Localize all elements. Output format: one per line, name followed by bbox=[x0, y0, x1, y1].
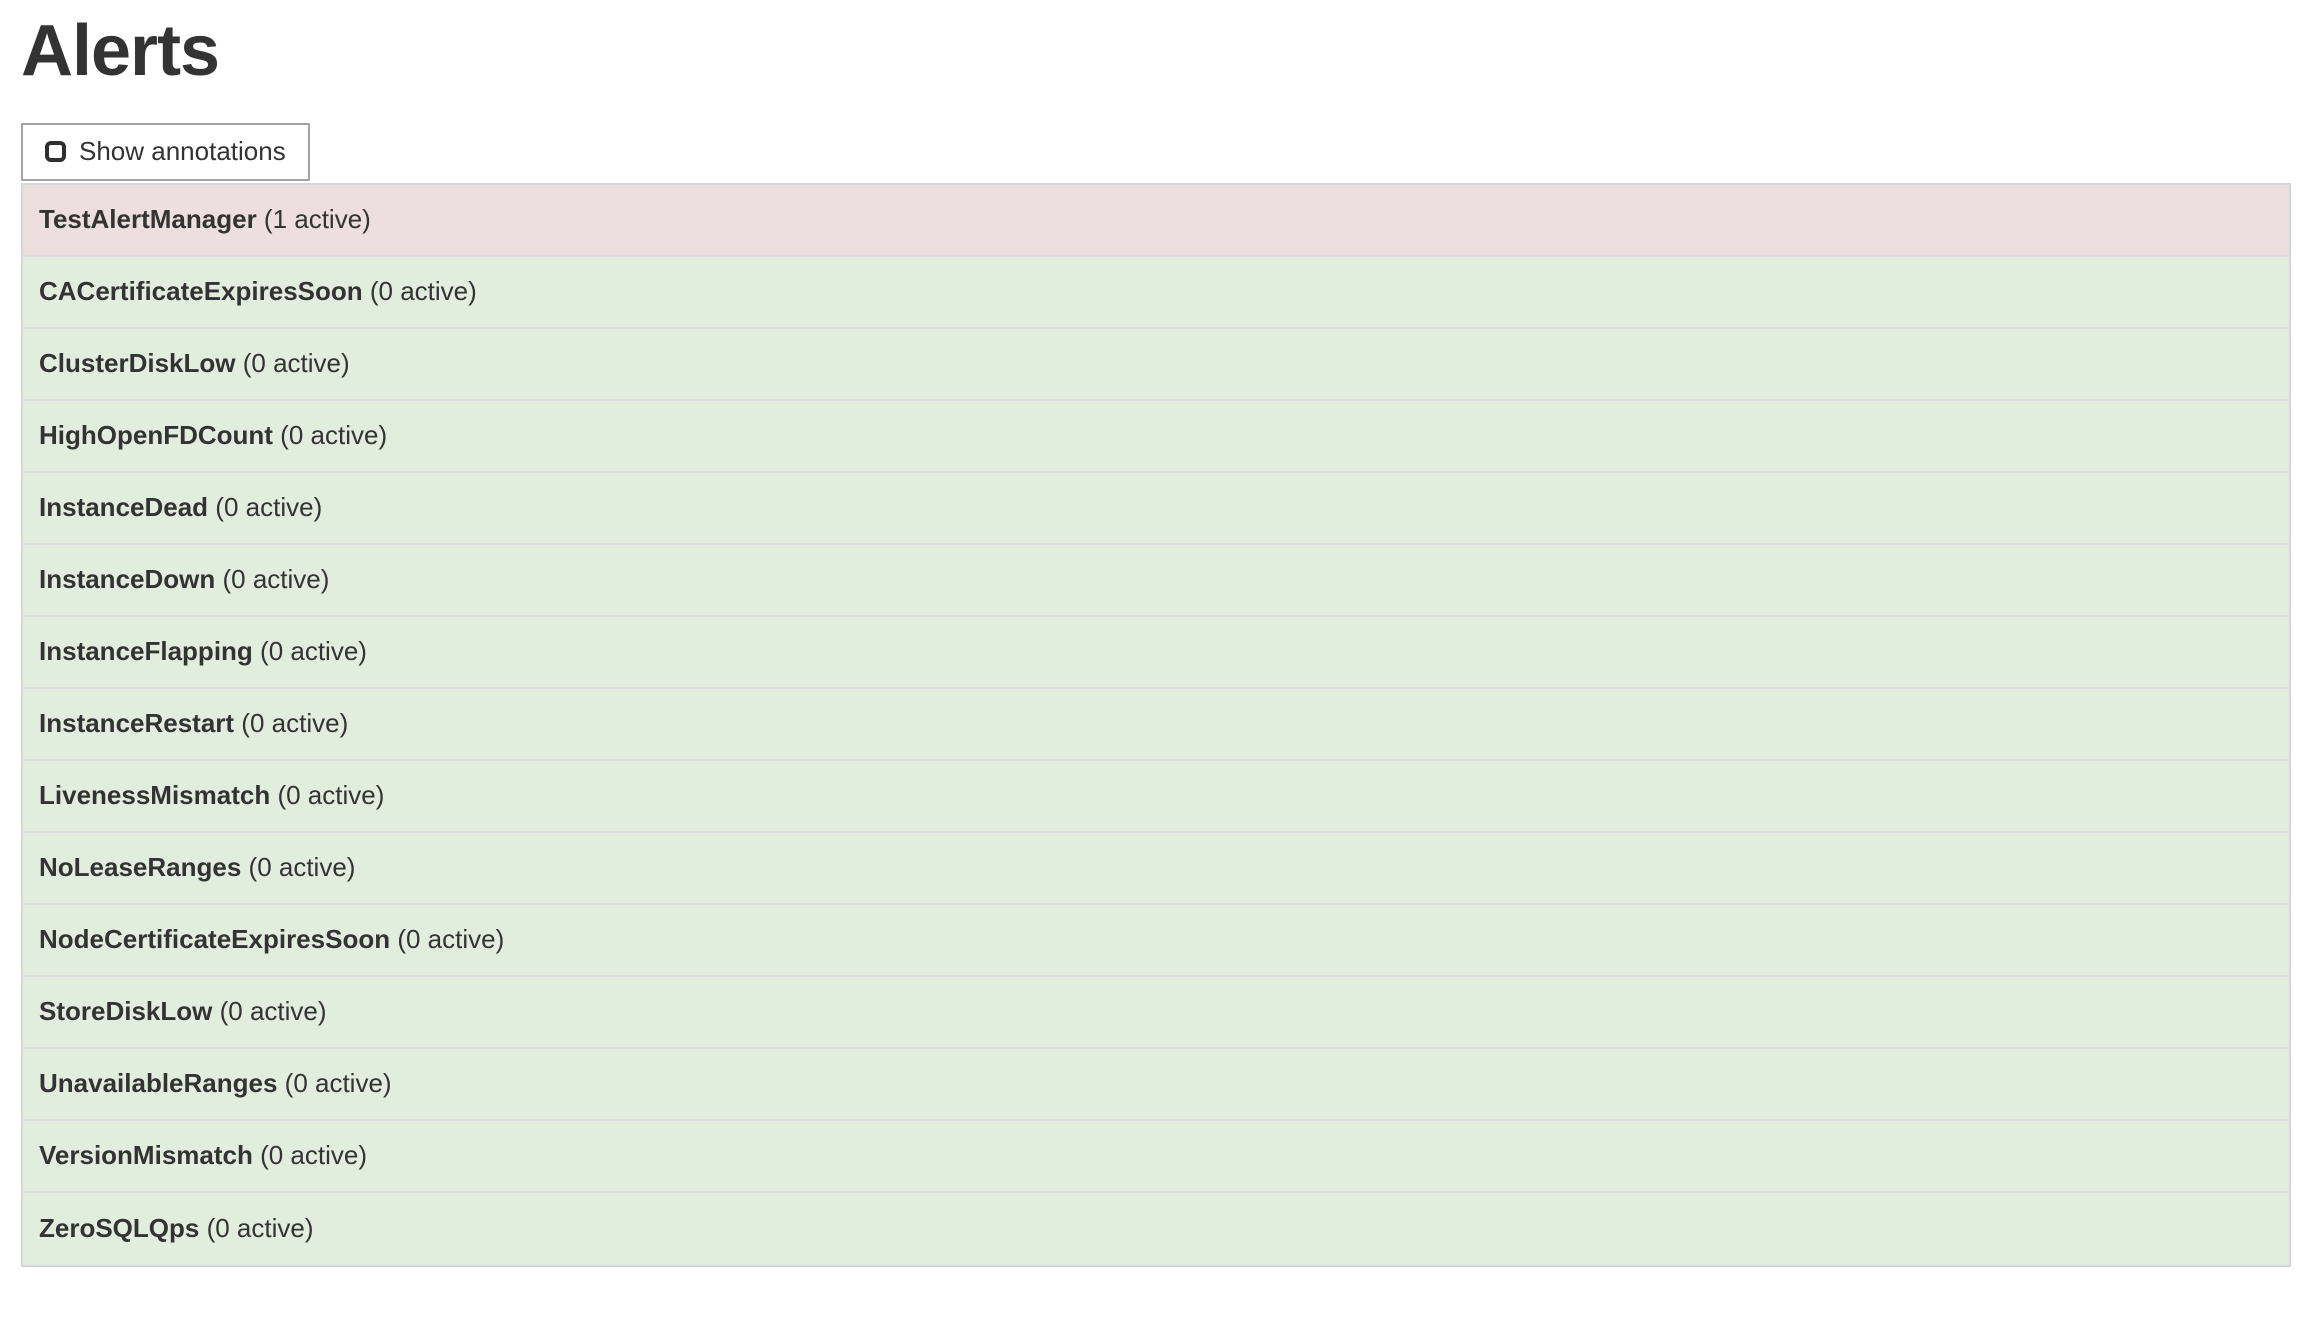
alert-count: (0 active) bbox=[362, 276, 477, 307]
alert-row[interactable]: VersionMismatch (0 active) bbox=[23, 1120, 2289, 1193]
alert-row[interactable]: CACertificateExpiresSoon (0 active) bbox=[23, 256, 2289, 329]
alert-row[interactable]: LivenessMismatch (0 active) bbox=[23, 760, 2289, 833]
alert-count: (0 active) bbox=[212, 996, 327, 1027]
alert-row[interactable]: UnavailableRanges (0 active) bbox=[23, 1048, 2289, 1121]
alert-count: (0 active) bbox=[272, 420, 388, 451]
show-annotations-button[interactable]: Show annotations bbox=[21, 122, 310, 181]
alert-count: (0 active) bbox=[235, 348, 350, 379]
alert-count: (0 active) bbox=[199, 1213, 314, 1244]
alert-count: (0 active) bbox=[390, 924, 505, 955]
page-title: Alerts bbox=[21, 11, 220, 91]
show-annotations-label: Show annotations bbox=[79, 136, 286, 167]
alert-row[interactable]: ZeroSQLQps (0 active) bbox=[23, 1192, 2289, 1265]
alert-row[interactable]: InstanceRestart (0 active) bbox=[23, 688, 2289, 761]
alert-row[interactable]: HighOpenFDCount (0 active) bbox=[23, 400, 2289, 473]
alert-name: UnavailableRanges bbox=[39, 1068, 278, 1099]
alert-row[interactable]: ClusterDiskLow (0 active) bbox=[23, 328, 2289, 401]
alert-name: CACertificateExpiresSoon bbox=[39, 276, 363, 307]
alert-count: (0 active) bbox=[215, 564, 330, 595]
alert-count: (0 active) bbox=[241, 852, 356, 883]
alert-name: VersionMismatch bbox=[39, 1140, 253, 1171]
alert-count: (0 active) bbox=[252, 636, 367, 667]
alert-name: NodeCertificateExpiresSoon bbox=[39, 924, 391, 955]
alert-row[interactable]: TestAlertManager (1 active) bbox=[23, 184, 2289, 257]
alert-row[interactable]: InstanceDown (0 active) bbox=[23, 544, 2289, 617]
alert-count: (0 active) bbox=[234, 708, 349, 739]
alert-name: InstanceFlapping bbox=[39, 636, 253, 667]
alerts-page: Alerts Show annotations TestAlertManager… bbox=[0, 10, 2312, 1267]
alert-name: NoLeaseRanges bbox=[39, 852, 242, 883]
alert-row[interactable]: InstanceFlapping (0 active) bbox=[23, 616, 2289, 689]
alert-row[interactable]: NoLeaseRanges (0 active) bbox=[23, 832, 2289, 905]
alert-count: (0 active) bbox=[270, 780, 385, 811]
alert-name: HighOpenFDCount bbox=[39, 420, 273, 451]
show-annotations-checkbox[interactable] bbox=[45, 141, 66, 163]
alert-name: InstanceRestart bbox=[39, 708, 235, 739]
alert-count: (0 active) bbox=[252, 1140, 368, 1171]
alert-name: TestAlertManager bbox=[39, 204, 257, 235]
alert-name: ClusterDiskLow bbox=[39, 348, 236, 379]
alert-name: StoreDiskLow bbox=[39, 996, 213, 1027]
alert-count: (1 active) bbox=[256, 204, 371, 235]
alert-count: (0 active) bbox=[208, 492, 323, 523]
alert-count: (0 active) bbox=[277, 1068, 392, 1099]
alert-name: InstanceDown bbox=[39, 564, 216, 595]
alert-row[interactable]: NodeCertificateExpiresSoon (0 active) bbox=[23, 904, 2289, 977]
alert-row[interactable]: StoreDiskLow (0 active) bbox=[23, 976, 2289, 1049]
alert-row[interactable]: InstanceDead (0 active) bbox=[23, 472, 2289, 545]
alert-name: InstanceDead bbox=[39, 492, 209, 523]
alerts-list: TestAlertManager (1 active) CACertificat… bbox=[21, 182, 2291, 1267]
alert-name: LivenessMismatch bbox=[39, 780, 271, 811]
alert-name: ZeroSQLQps bbox=[39, 1213, 200, 1244]
